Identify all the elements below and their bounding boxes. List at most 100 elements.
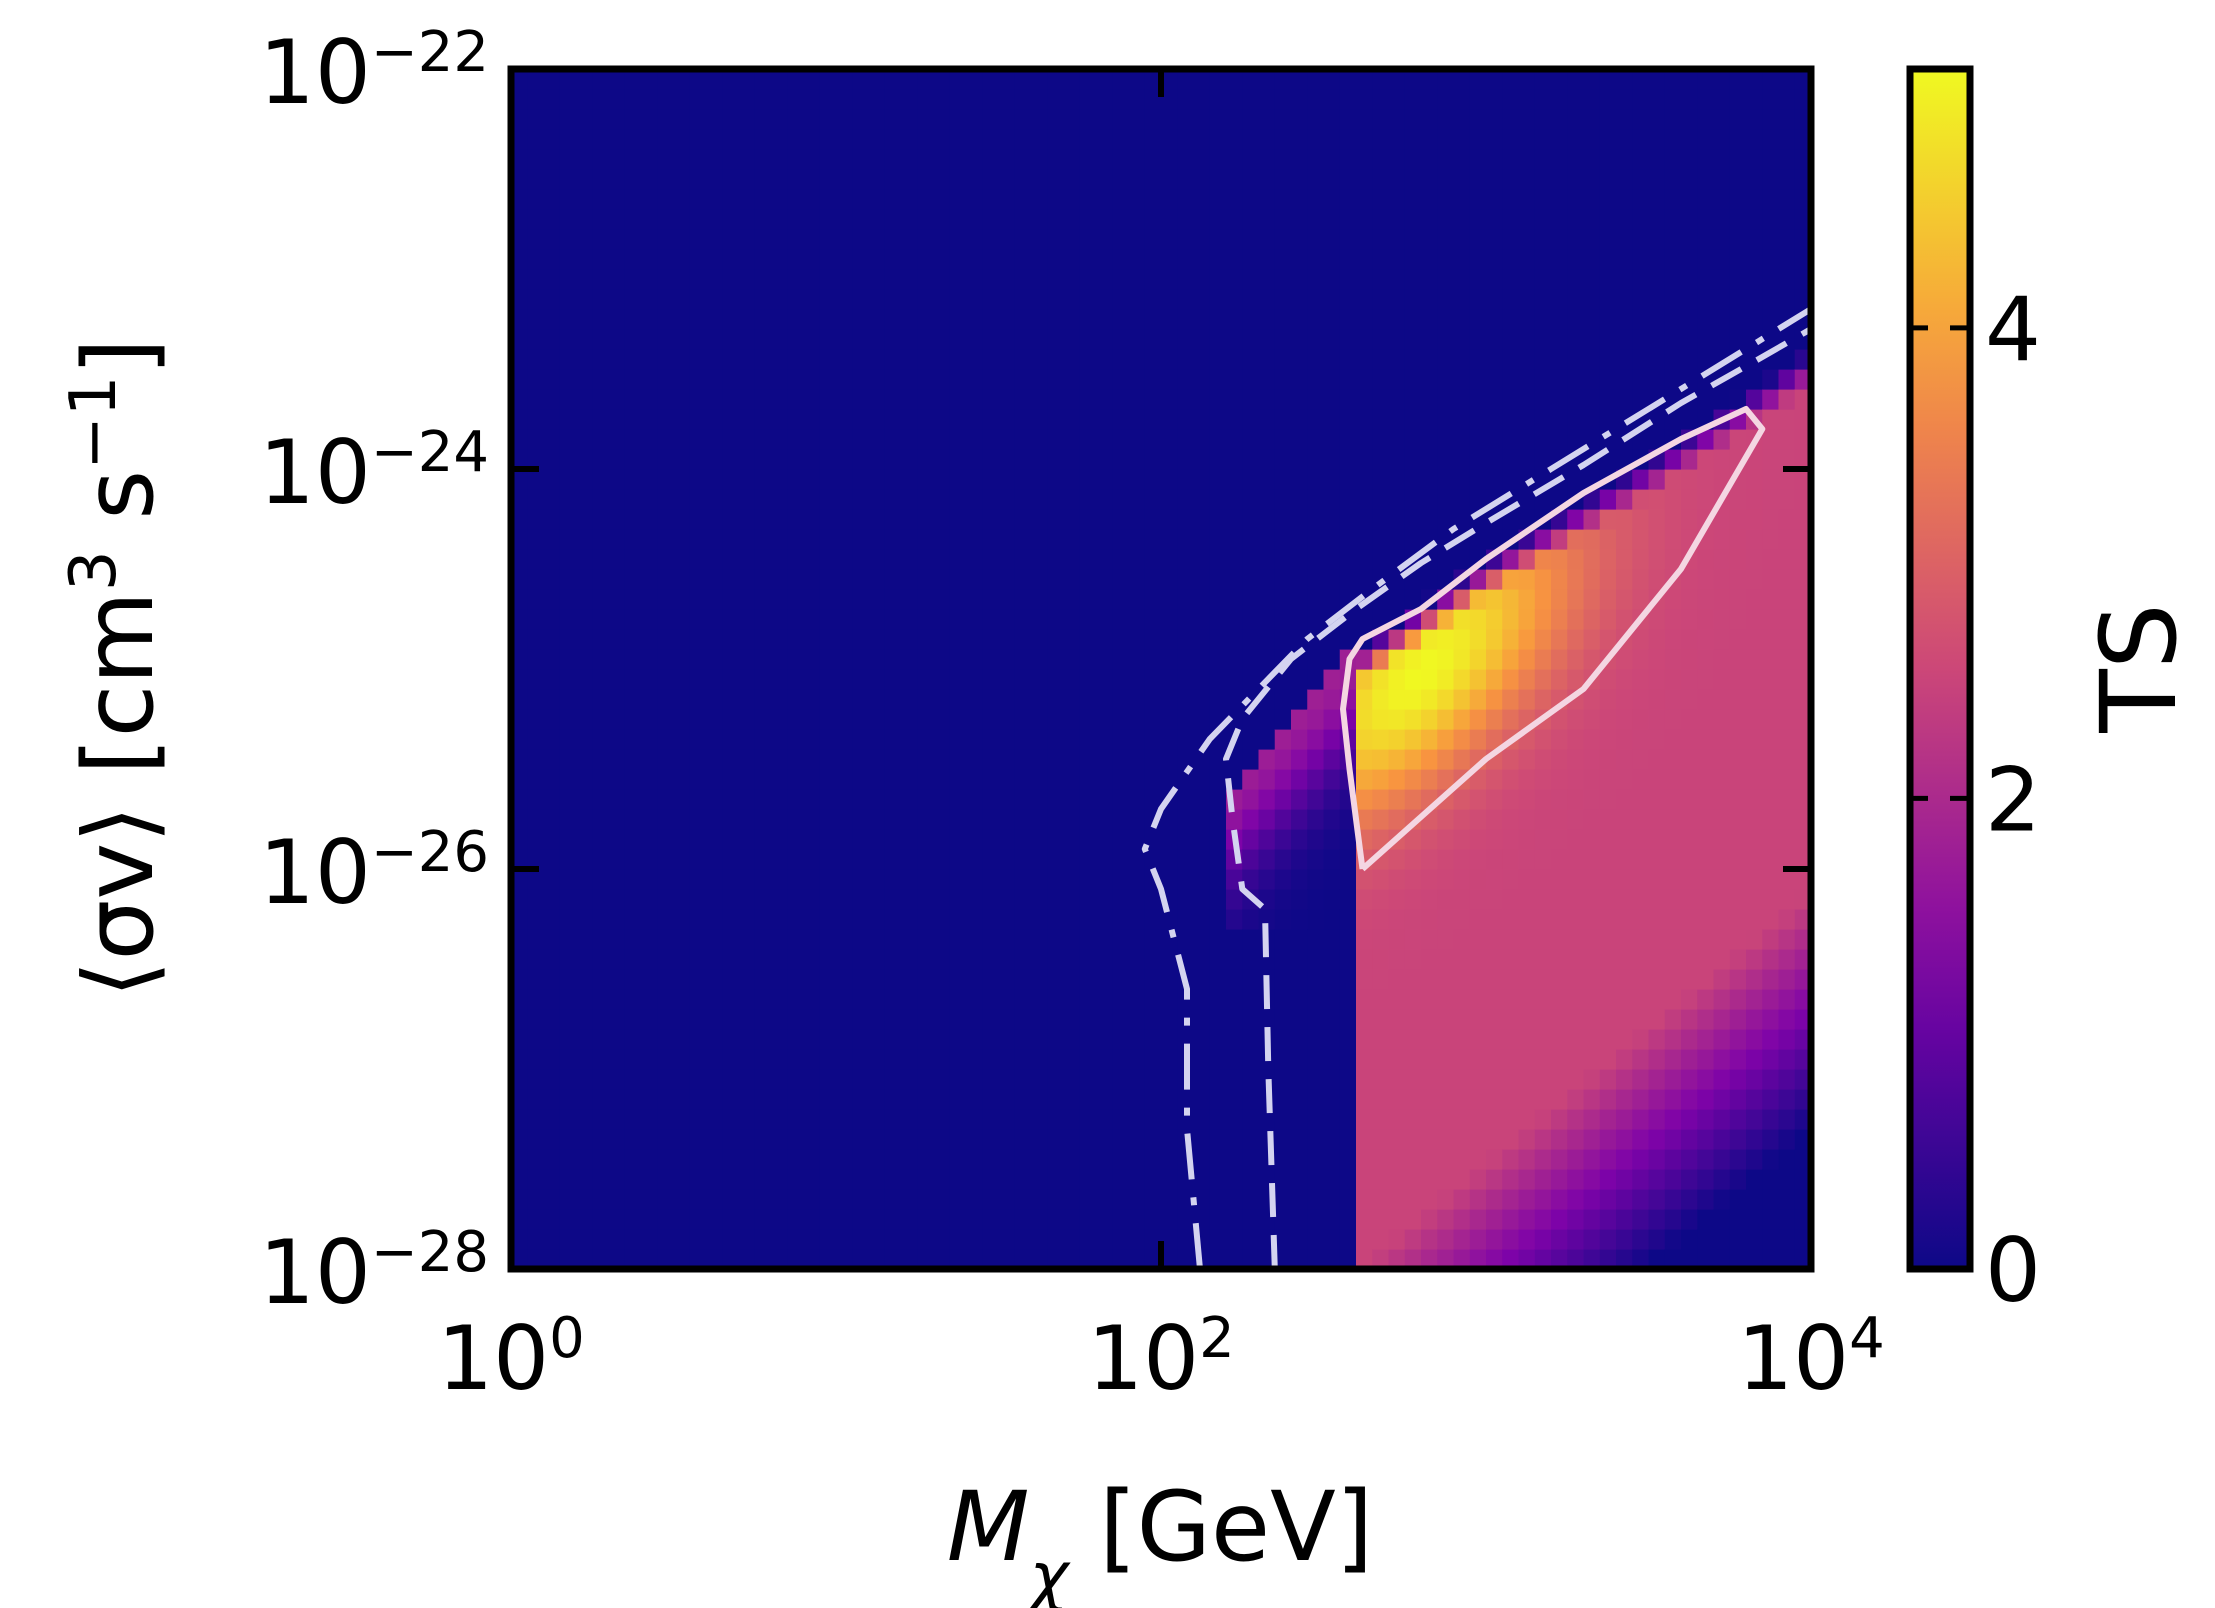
heatmap-cell	[1681, 449, 1698, 470]
heatmap-cell	[1161, 1069, 1178, 1090]
heatmap-cell	[836, 129, 853, 150]
heatmap-cell	[1258, 709, 1276, 730]
heatmap-cell	[1681, 1209, 1698, 1230]
heatmap-cell	[1632, 709, 1650, 730]
heatmap-cell	[1388, 909, 1406, 930]
heatmap-cell	[1177, 149, 1195, 170]
heatmap-cell	[1112, 529, 1130, 550]
heatmap-cell	[689, 429, 707, 450]
heatmap-cell	[1063, 789, 1081, 810]
heatmap-cell	[1047, 689, 1065, 710]
heatmap-cell	[933, 209, 951, 230]
heatmap-cell	[1778, 609, 1796, 630]
heatmap-cell	[868, 149, 886, 170]
heatmap-cell	[1307, 1069, 1325, 1090]
heatmap-cell	[1486, 1209, 1503, 1230]
heatmap-cell	[576, 449, 593, 470]
heatmap-cell	[592, 1189, 610, 1210]
heatmap-cell	[1778, 1209, 1796, 1230]
heatmap-cell	[1713, 649, 1731, 670]
heatmap-cell	[901, 189, 918, 210]
heatmap-cell	[933, 129, 951, 150]
heatmap-cell	[1096, 949, 1113, 970]
heatmap-cell	[1778, 1069, 1796, 1090]
heatmap-cell	[1209, 1249, 1227, 1269]
heatmap-cell	[1372, 209, 1390, 230]
heatmap-cell	[1339, 829, 1357, 850]
heatmap-cell	[706, 269, 723, 290]
heatmap-cell	[641, 229, 658, 250]
heatmap-cell	[1242, 349, 1260, 370]
heatmap-cell	[852, 1149, 870, 1170]
heatmap-cell	[543, 749, 561, 770]
heatmap-cell	[1242, 549, 1260, 570]
heatmap-cell	[917, 129, 935, 150]
heatmap-cell	[1096, 929, 1113, 950]
heatmap-cell	[1063, 129, 1081, 150]
heatmap-cell	[1356, 69, 1373, 90]
heatmap-cell	[722, 869, 740, 890]
heatmap-cell	[771, 1189, 788, 1210]
heatmap-cell	[1453, 69, 1471, 90]
heatmap-cell	[1404, 469, 1422, 490]
heatmap-cell	[1258, 369, 1276, 390]
heatmap-cell	[1031, 309, 1048, 330]
heatmap-cell	[592, 849, 610, 870]
heatmap-cell	[1242, 1029, 1260, 1050]
heatmap-cell	[1762, 1049, 1780, 1070]
heatmap-cell	[1014, 249, 1032, 270]
heatmap-cell	[641, 409, 658, 430]
heatmap-cell	[1681, 809, 1698, 830]
heatmap-cell	[641, 1229, 658, 1250]
heatmap-cell	[1664, 1109, 1682, 1130]
heatmap-cell	[1518, 149, 1536, 170]
heatmap-cell	[966, 1089, 983, 1110]
heatmap-cell	[1762, 789, 1780, 810]
heatmap-cell	[1356, 349, 1373, 370]
heatmap-cell	[1583, 309, 1601, 330]
heatmap-cell	[1421, 1129, 1438, 1150]
heatmap-cell	[1421, 229, 1438, 250]
heatmap-cell	[592, 529, 610, 550]
heatmap-cell	[1339, 249, 1357, 270]
heatmap-cell	[722, 809, 740, 830]
heatmap-cell	[1063, 829, 1081, 850]
heatmap-cell	[1681, 149, 1698, 170]
heatmap-cell	[641, 369, 658, 390]
heatmap-cell	[511, 1129, 528, 1150]
heatmap-cell	[1031, 449, 1048, 470]
heatmap-cell	[1047, 469, 1065, 490]
heatmap-cell	[1047, 529, 1065, 550]
heatmap-cell	[1648, 369, 1666, 390]
heatmap-cell	[1274, 1149, 1292, 1170]
heatmap-cell	[1762, 849, 1780, 870]
heatmap-cell	[1079, 449, 1097, 470]
heatmap-cell	[1502, 1229, 1520, 1250]
heatmap-cell	[738, 909, 756, 930]
heatmap-cell	[1534, 949, 1552, 970]
heatmap-cell	[1437, 769, 1455, 790]
heatmap-cell	[917, 689, 935, 710]
heatmap-cell	[624, 309, 642, 330]
heatmap-cell	[1518, 109, 1536, 130]
heatmap-cell	[787, 529, 805, 550]
heatmap-cell	[1551, 549, 1568, 570]
heatmap-cell	[1713, 1229, 1731, 1250]
heatmap-cell	[624, 749, 642, 770]
heatmap-cell	[1632, 169, 1650, 190]
heatmap-cell	[1209, 889, 1227, 910]
heatmap-cell	[1616, 309, 1633, 330]
heatmap-cell	[1583, 1129, 1601, 1150]
heatmap-cell	[1518, 209, 1536, 230]
heatmap-cell	[1323, 209, 1341, 230]
heatmap-cell	[1632, 1249, 1650, 1269]
heatmap-cell	[1144, 389, 1162, 410]
heatmap-cell	[1567, 269, 1585, 290]
heatmap-cell	[1128, 549, 1146, 570]
heatmap-cell	[803, 129, 821, 150]
heatmap-cell	[1356, 1069, 1373, 1090]
heatmap-cell	[852, 709, 870, 730]
heatmap-cell	[868, 969, 886, 990]
heatmap-cell	[1534, 769, 1552, 790]
heatmap-cell	[1681, 1169, 1698, 1190]
